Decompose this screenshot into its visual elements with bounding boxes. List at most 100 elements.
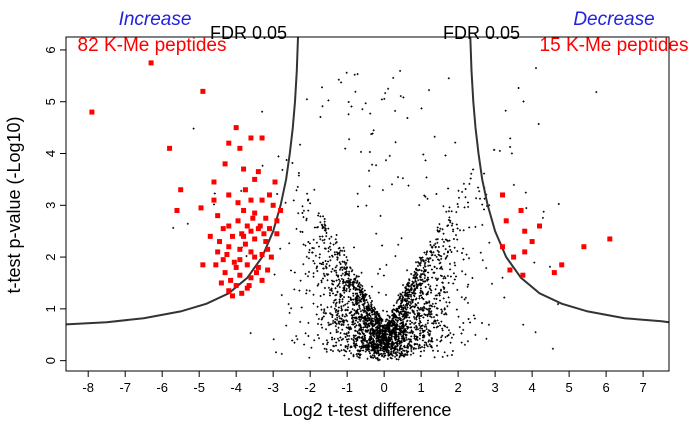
significant-point xyxy=(213,262,219,268)
significant-point xyxy=(233,125,239,131)
significant-point xyxy=(257,223,263,229)
x-tick-label: -4 xyxy=(230,380,242,395)
x-tick-label: -6 xyxy=(156,380,168,395)
significant-point xyxy=(229,293,235,299)
significant-point xyxy=(248,275,254,281)
significant-point xyxy=(218,280,224,286)
significant-point xyxy=(222,270,228,276)
significant-point xyxy=(207,233,213,239)
decrease-count: 15 K-Me peptides xyxy=(540,35,689,56)
significant-point xyxy=(235,200,241,206)
significant-point xyxy=(215,249,221,255)
significant-point xyxy=(266,192,272,198)
significant-point xyxy=(211,179,217,185)
significant-point xyxy=(242,187,248,193)
significant-point xyxy=(148,60,154,66)
significant-point xyxy=(537,223,543,229)
significant-point xyxy=(224,251,230,257)
significant-point xyxy=(255,264,261,270)
y-axis: 0 1 2 3 4 5 6 xyxy=(43,46,66,364)
significant-point xyxy=(254,270,260,276)
x-tick-label: 1 xyxy=(418,380,425,395)
x-tick-label: 3 xyxy=(492,380,499,395)
significant-point xyxy=(252,176,258,182)
significant-point xyxy=(222,161,228,167)
significant-point xyxy=(511,254,517,260)
x-tick-label: -3 xyxy=(267,380,279,395)
significant-point xyxy=(215,213,221,219)
significant-point xyxy=(241,166,247,172)
plot-frame xyxy=(65,36,670,372)
significant-point xyxy=(252,236,258,242)
significant-point xyxy=(522,228,528,234)
significant-point xyxy=(500,192,506,198)
y-tick-label: 0 xyxy=(43,357,58,364)
x-tick-label: -2 xyxy=(304,380,316,395)
significant-point xyxy=(259,135,265,141)
significant-points xyxy=(89,60,613,299)
significant-point xyxy=(233,264,239,270)
background-points xyxy=(172,67,598,362)
significant-point xyxy=(244,285,250,291)
significant-point xyxy=(178,187,184,193)
significant-point xyxy=(244,262,250,268)
significant-point xyxy=(559,262,565,268)
significant-point xyxy=(228,277,234,283)
fdr-label-right: FDR 0.05 xyxy=(443,23,520,43)
increase-heading: Increase xyxy=(119,9,192,30)
significant-point xyxy=(226,244,232,250)
y-axis-label: t-test p-value (-Log10) xyxy=(4,116,24,293)
significant-point xyxy=(507,267,513,273)
significant-point xyxy=(551,270,557,276)
significant-point xyxy=(220,257,226,263)
significant-point xyxy=(266,226,272,232)
significant-point xyxy=(200,88,206,94)
significant-point xyxy=(237,272,243,278)
significant-point xyxy=(239,290,245,296)
significant-point xyxy=(237,246,243,252)
significant-point xyxy=(217,239,223,245)
significant-point xyxy=(229,233,235,239)
significant-point xyxy=(259,251,265,257)
significant-point xyxy=(220,226,226,232)
fdr-label-left: FDR 0.05 xyxy=(210,23,287,43)
significant-point xyxy=(261,231,267,237)
significant-point xyxy=(248,197,254,203)
significant-point xyxy=(263,239,269,245)
x-tick-label: -8 xyxy=(82,380,94,395)
significant-point xyxy=(518,207,524,213)
significant-point xyxy=(246,283,252,289)
significant-point xyxy=(263,215,269,221)
decrease-heading: Decrease xyxy=(573,9,654,30)
significant-point xyxy=(235,218,241,224)
significant-point xyxy=(278,207,284,213)
x-tick-label: 4 xyxy=(529,380,536,395)
significant-point xyxy=(252,254,258,260)
significant-point xyxy=(237,145,243,151)
significant-point xyxy=(200,262,206,268)
significant-point xyxy=(239,231,245,237)
background-point-cloud xyxy=(172,67,598,362)
increase-count: 82 K-Me peptides xyxy=(78,35,227,56)
significant-point xyxy=(242,241,248,247)
significant-point xyxy=(259,277,265,283)
threshold-curves xyxy=(65,36,670,326)
significant-point xyxy=(250,215,256,221)
x-axis-label: Log2 t-test difference xyxy=(283,400,452,420)
x-tick-label: -1 xyxy=(341,380,353,395)
significant-point xyxy=(270,202,276,208)
significant-point xyxy=(174,207,180,213)
significant-point xyxy=(503,218,509,224)
x-tick-label: 0 xyxy=(381,380,388,395)
significant-point xyxy=(231,259,237,265)
significant-point xyxy=(274,231,280,237)
significant-point xyxy=(265,267,271,273)
significant-point xyxy=(607,236,613,242)
x-tick-label: 2 xyxy=(455,380,462,395)
y-tick-label: 5 xyxy=(43,98,58,105)
significant-point xyxy=(259,197,265,203)
significant-point xyxy=(255,226,261,232)
y-tick-label: 3 xyxy=(43,202,58,209)
significant-point xyxy=(248,228,254,234)
